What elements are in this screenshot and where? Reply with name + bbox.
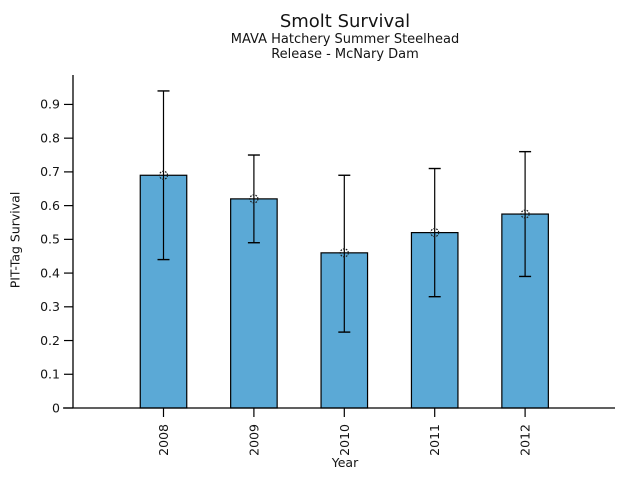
y-tick-label-0: 0 [52,400,60,415]
y-tick-label-0.5: 0.5 [40,232,60,247]
point-marker-2011 [430,228,440,238]
chart-title: Smolt Survival [279,11,411,32]
y-tick-label-0.8: 0.8 [40,130,60,145]
y-axis-label: PIT-Tag Survival [7,191,23,289]
y-tick-label-0.2: 0.2 [40,333,60,348]
point-marker-2010 [339,248,349,258]
x-axis-label: Year [331,455,359,470]
chart-subtitle-line2: Release - McNary Dam [271,47,419,62]
y-tick-label-0.7: 0.7 [40,164,60,179]
chart-subtitle-line1: MAVA Hatchery Summer Steelhead [230,32,460,47]
title-block: Smolt Survival MAVA Hatchery Summer Stee… [231,11,459,62]
x-tick-label-2012: 2012 [518,424,533,456]
point-marker-2008 [158,170,169,180]
y-tick-label-0.4: 0.4 [40,265,60,280]
point-marker-2009 [249,194,259,204]
y-tick-label-0.3: 0.3 [40,299,60,314]
x-tick-label-2008: 2008 [156,424,171,456]
x-tick-label-2009: 2009 [246,424,261,456]
y-tick-label-0.9: 0.9 [40,97,60,112]
x-tick-label-2011: 2011 [427,424,442,456]
x-tick-label-2010: 2010 [337,424,352,456]
point-marker-2012 [520,209,530,219]
y-tick-label-0.6: 0.6 [40,198,60,213]
y-tick-label-0.1: 0.1 [40,367,60,382]
